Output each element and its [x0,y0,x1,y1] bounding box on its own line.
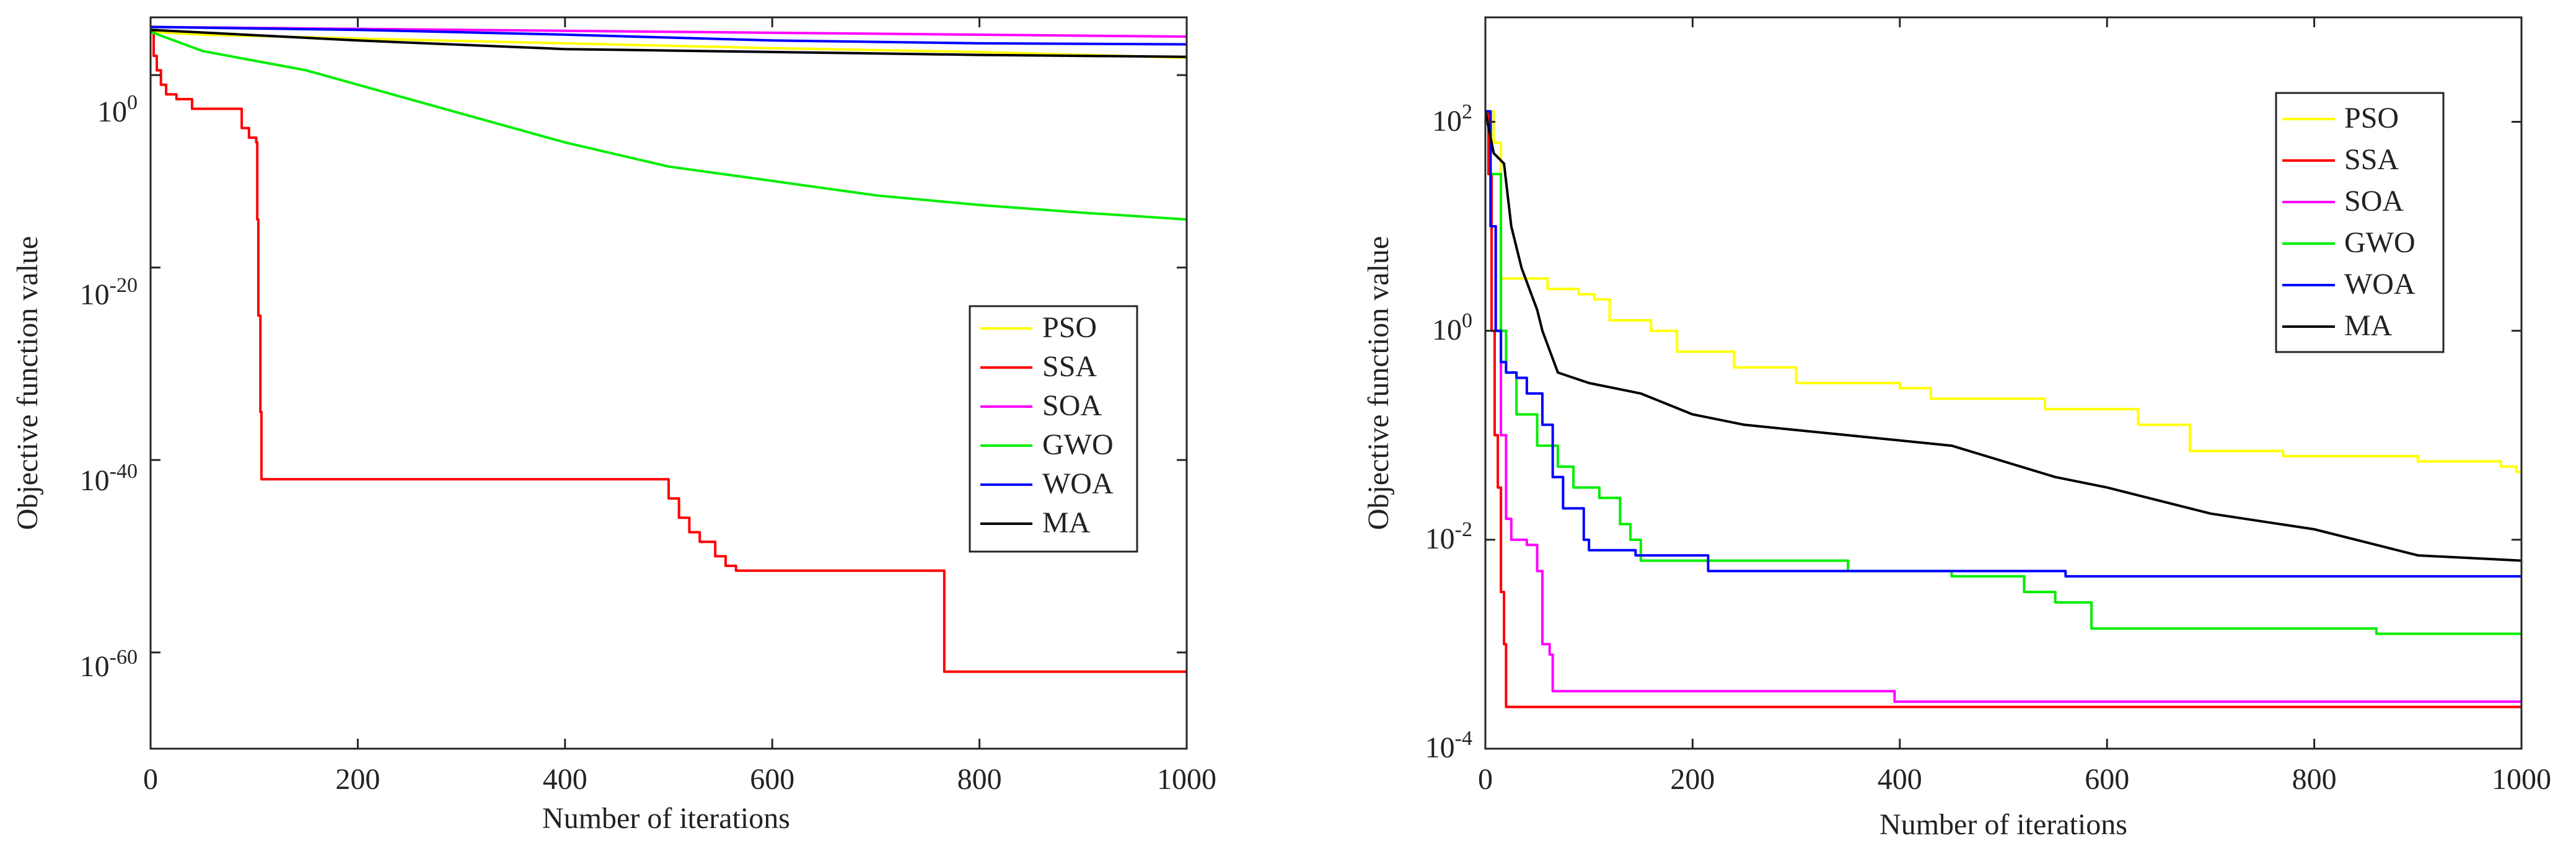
legend-swatches-left [980,327,1032,525]
series-lines-right [1485,110,2521,708]
x-axis-label-right: Number of iterations [1879,808,2127,841]
y-tick-labels-right: 102 100 10-2 10-4 [1425,100,1472,764]
legend-label: WOA [2344,268,2416,301]
y-tick-label: 10-4 [1425,727,1472,764]
y-tick-label: 10-20 [80,274,138,311]
series-line-woa [1485,110,2521,578]
legend-label: MA [1042,506,1091,539]
x-tick-label: 600 [750,763,794,796]
y-axis-label-left: Objective function value [11,236,44,531]
legend-label: SOA [2344,185,2404,218]
legend-label: PSO [2344,102,2399,134]
legend-label: WOA [1042,467,1114,500]
series-line-woa [151,25,1187,46]
x-tick-labels-right: 0 200 400 600 800 1000 [1478,763,2551,796]
legend-label: GWO [1042,428,1114,461]
chart-panel-left: 0 200 400 600 800 1000 100 10-20 10-40 1… [11,16,1216,835]
x-tick-label: 600 [2085,763,2129,796]
legend-label: SSA [1042,350,1097,383]
chart-panel-right: 0 200 400 600 800 1000 102 100 10-2 10-4… [1362,16,2551,841]
x-tick-label: 1000 [1157,763,1216,796]
legend-label: SOA [1042,389,1102,422]
y-tick-label: 100 [1432,309,1472,346]
ticks-left [149,17,1188,749]
y-tick-labels-left: 100 10-20 10-40 10-60 [80,91,138,683]
ticks-right [1484,17,2523,750]
series-lines-left [151,25,1187,673]
x-tick-label: 400 [1878,763,1922,796]
x-tick-label: 1000 [2492,763,2551,796]
x-tick-label: 800 [957,763,1002,796]
y-tick-label: 100 [97,91,138,128]
series-line-gwo [151,30,1187,221]
legend-label: GWO [2344,226,2416,259]
x-tick-label: 400 [543,763,587,796]
plot-area-right [1485,110,2521,708]
axes-frame-right [1484,16,2523,750]
x-tick-label: 200 [1670,763,1715,796]
series-line-ma [151,29,1187,58]
legend-label: MA [2344,309,2393,342]
y-tick-label: 10-60 [80,646,138,683]
legend-left: PSO SSA SOA GWO WOA MA [969,305,1138,553]
y-axis-label-right: Objective function value [1362,236,1395,531]
legend-label: PSO [1042,311,1097,344]
series-line-pso [151,30,1187,59]
y-tick-label: 10-40 [80,460,138,497]
x-tick-label: 0 [1478,763,1493,796]
x-tick-label: 800 [2292,763,2337,796]
legend-box-left [969,305,1138,553]
series-line-ssa [151,30,1187,673]
legend-right: PSO SSA SOA GWO WOA MA [2275,92,2445,353]
axes-frame-left [149,16,1188,750]
legend-swatches-right [2282,118,2335,328]
y-tick-label: 102 [1432,100,1472,138]
x-axis-label-left: Number of iterations [542,802,790,835]
series-line-pso [1485,110,2521,474]
x-tick-label: 200 [335,763,380,796]
x-tick-label: 0 [143,763,158,796]
x-tick-labels-left: 0 200 400 600 800 1000 [143,763,1216,796]
legend-box-right [2275,92,2445,353]
legend-label: SSA [2344,143,2399,176]
y-tick-label: 10-2 [1425,518,1472,555]
series-line-ma [1485,111,2521,562]
plot-area-left [151,25,1187,673]
